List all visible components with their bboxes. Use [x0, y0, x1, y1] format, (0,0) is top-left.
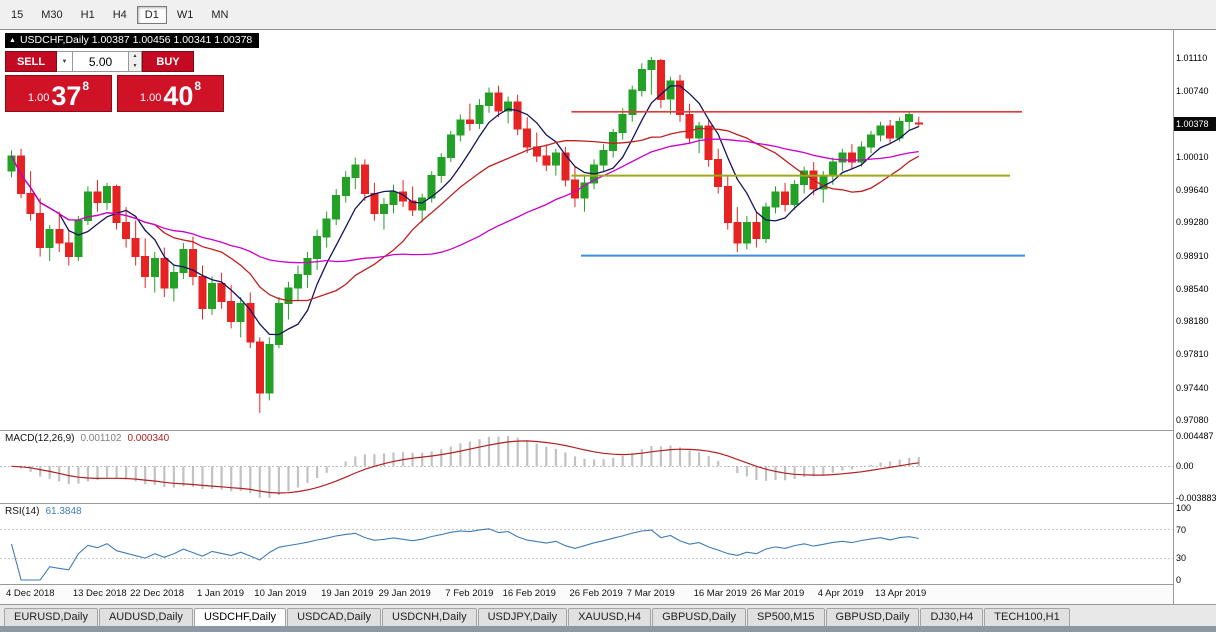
date-label: 13 Dec 2018 — [72, 588, 127, 599]
axis-label: 100 — [1176, 503, 1192, 513]
rsi-name: RSI(14) — [5, 506, 40, 517]
buy-price-tile[interactable]: 1.00 40 8 — [117, 75, 224, 112]
axis-label: 0 — [1176, 575, 1182, 585]
horizontal-scrollbar[interactable] — [0, 626, 1216, 632]
date-label: 29 Jan 2019 — [378, 588, 431, 599]
timeframe-button-m30[interactable]: M30 — [33, 6, 70, 24]
axis-label: 1.00740 — [1176, 86, 1209, 97]
axis-label: 0.99280 — [1176, 217, 1209, 228]
time-axis: 4 Dec 2018 13 Dec 2018 22 Dec 2018 1 Jan 20… — [0, 585, 1173, 604]
timeframe-button-h4[interactable]: H4 — [105, 6, 135, 24]
axis-label: 0.98540 — [1176, 283, 1209, 294]
axis-label: -0.003883 — [1176, 493, 1216, 503]
buy-price-sup: 8 — [194, 79, 202, 93]
axis-label: 30 — [1176, 553, 1187, 564]
axis-label: 0.97810 — [1176, 349, 1209, 360]
date-label: 19 Jan 2019 — [321, 588, 374, 599]
date-label: 26 Feb 2019 — [569, 588, 623, 599]
axis-label: 0.97080 — [1176, 415, 1209, 426]
timeframe-toolbar: 15 M30 H1 H4 D1 W1 MN — [0, 0, 1216, 30]
macd-label: MACD(12,26,9) 0.001102 0.000340 — [5, 433, 169, 444]
sell-price-sup: 8 — [82, 79, 90, 93]
buy-price-big: 40 — [163, 81, 194, 112]
chart-tab-sp500-m15[interactable]: SP500,M15 — [747, 608, 825, 626]
chart-tab-tech100-h1[interactable]: TECH100,H1 — [984, 608, 1070, 626]
rsi-label: RSI(14) 61.3848 — [5, 506, 82, 517]
chart-window: ▲ USDCHF,Daily 1.00387 1.00456 1.00341 1… — [0, 30, 1216, 604]
axis-label: 0.97440 — [1176, 382, 1209, 393]
chart-tab-dj30-h4[interactable]: DJ30,H4 — [920, 608, 984, 626]
macd-value-main: 0.001102 — [80, 433, 122, 444]
chart-tab-usdcnh-daily[interactable]: USDCNH,Daily — [382, 608, 477, 626]
candlestick-chart[interactable] — [0, 30, 1173, 430]
current-price-badge: 1.00378 — [1174, 116, 1216, 131]
sell-button[interactable]: SELL — [5, 51, 57, 72]
rsi-chart — [0, 528, 1173, 581]
axis-label: 0.98910 — [1176, 250, 1209, 261]
timeframe-button-group: 15 M30 H1 H4 D1 W1 MN — [2, 5, 237, 24]
chart-tab-xauusd-h4[interactable]: XAUUSD,H4 — [568, 608, 652, 626]
chart-tab-gbpusd-daily[interactable]: GBPUSD,Daily — [652, 608, 747, 626]
chart-tab-gbpusd-daily[interactable]: GBPUSD,Daily — [825, 608, 920, 626]
one-click-trading-panel: SELL ▼ ▲ ▼ BUY 1.00 — [5, 51, 227, 112]
date-label: 1 Jan 2019 — [197, 588, 245, 599]
spinner-up-button[interactable]: ▲ — [132, 53, 138, 59]
chart-title-bar: ▲ USDCHF,Daily 1.00387 1.00456 1.00341 1… — [5, 33, 260, 48]
trade-price-tiles: 1.00 37 8 1.00 40 8 — [5, 75, 227, 112]
rsi-value: 61.3848 — [45, 506, 82, 517]
buy-button[interactable]: BUY — [142, 51, 194, 72]
price-chart-panel: ▲ USDCHF,Daily 1.00387 1.00456 1.00341 1… — [0, 30, 1173, 431]
date-label: 22 Dec 2018 — [130, 588, 185, 599]
timeframe-button-d1[interactable]: D1 — [136, 6, 167, 24]
chart-title-text: USDCHF,Daily 1.00387 1.00456 1.00341 1.0… — [19, 34, 253, 46]
axis-label: 0.004487 — [1176, 431, 1214, 441]
timeframe-button-h1[interactable]: H1 — [73, 6, 103, 24]
chart-tab-audusd-daily[interactable]: AUDUSD,Daily — [98, 608, 193, 626]
macd-panel: MACD(12,26,9) 0.001102 0.000340 — [0, 431, 1173, 504]
symbol-marker-icon: ▲ — [9, 36, 16, 44]
trade-controls-row: SELL ▼ ▲ ▼ BUY — [5, 51, 227, 72]
date-label: 16 Feb 2019 — [502, 588, 556, 599]
chart-tabs-bar: EURUSD,Daily AUDUSD,Daily USDCHF,Daily USDC… — [0, 604, 1216, 626]
volume-input[interactable] — [73, 51, 129, 72]
price-axis: 1.011101.007401.003701.000100.996400.992… — [1173, 30, 1216, 604]
buy-price-prefix: 1.00 — [139, 92, 162, 104]
axis-label: 1.01110 — [1176, 52, 1208, 63]
chart-panels: ▲ USDCHF,Daily 1.00387 1.00456 1.00341 1… — [0, 30, 1173, 604]
volume-spinner: ▲ ▼ — [129, 51, 142, 72]
axis-label: 0.00 — [1176, 461, 1194, 472]
macd-chart — [0, 436, 1173, 498]
chart-tab-usdcad-daily[interactable]: USDCAD,Daily — [287, 608, 382, 626]
chevron-down-icon: ▼ — [61, 58, 68, 65]
axis-label: 0.98180 — [1176, 316, 1209, 327]
date-label: 26 Mar 2019 — [750, 588, 805, 599]
macd-name: MACD(12,26,9) — [5, 433, 75, 444]
timeframe-button-mn[interactable]: MN — [203, 6, 236, 24]
axis-label: 0.99640 — [1176, 185, 1209, 195]
volume-dropdown-button[interactable]: ▼ — [57, 51, 73, 72]
date-label: 7 Mar 2019 — [626, 588, 675, 599]
date-label: 4 Dec 2018 — [6, 588, 55, 599]
axis-label: 1.00010 — [1176, 151, 1209, 162]
axis-label: 70 — [1176, 524, 1187, 535]
chart-tab-usdjpy-daily[interactable]: USDJPY,Daily — [477, 608, 568, 626]
date-label: 7 Feb 2019 — [445, 588, 494, 599]
sell-price-big: 37 — [51, 81, 82, 112]
sell-price-tile[interactable]: 1.00 37 8 — [5, 75, 112, 112]
timeframe-button-15[interactable]: 15 — [3, 6, 31, 24]
date-label: 16 Mar 2019 — [693, 588, 747, 599]
spinner-down-button[interactable]: ▼ — [132, 62, 138, 69]
timeframe-button-w1[interactable]: W1 — [169, 6, 202, 24]
rsi-panel: RSI(14) 61.3848 — [0, 504, 1173, 585]
date-label: 4 Apr 2019 — [817, 588, 864, 599]
date-label: 10 Jan 2019 — [254, 588, 307, 599]
chart-tab-usdchf-daily[interactable]: USDCHF,Daily — [193, 608, 287, 626]
chart-tab-eurusd-daily[interactable]: EURUSD,Daily — [4, 608, 98, 626]
macd-value-signal: 0.000340 — [127, 433, 170, 444]
date-label: 13 Apr 2019 — [875, 588, 927, 599]
sell-price-prefix: 1.00 — [27, 92, 50, 104]
